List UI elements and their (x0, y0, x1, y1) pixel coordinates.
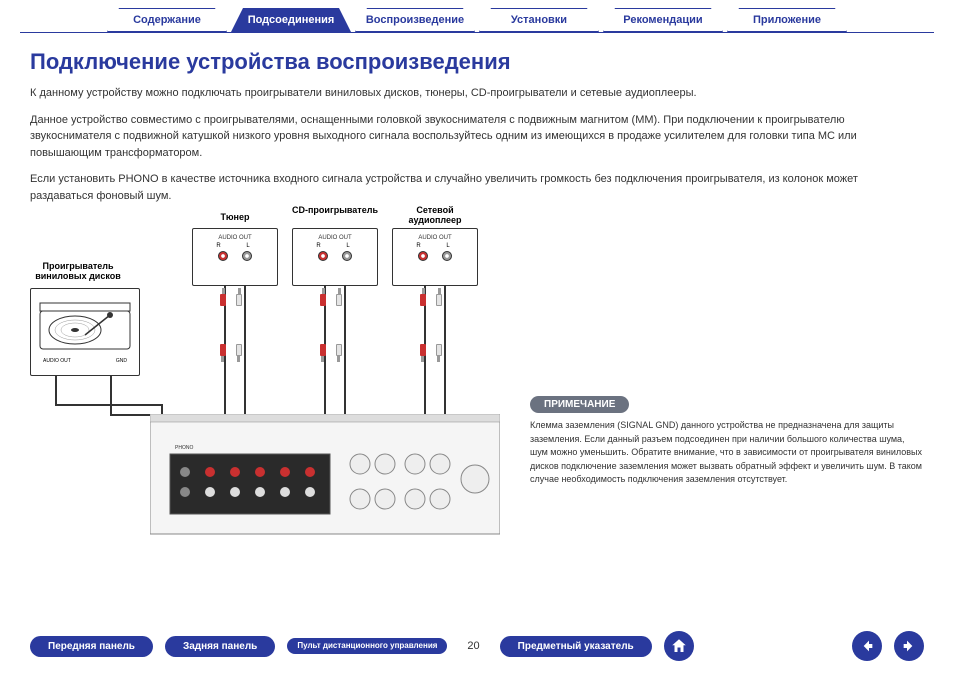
tab-playback[interactable]: Воспроизведение (355, 8, 475, 32)
rca-red-icon (318, 251, 328, 261)
page-number: 20 (467, 640, 479, 652)
turntable-icon (35, 293, 135, 353)
cable (110, 376, 112, 416)
audio-out-label: AUDIO OUT (193, 235, 277, 241)
note-column: ПРИМЕЧАНИЕ Клемма заземления (SIGNAL GND… (530, 214, 924, 554)
nav-remote[interactable]: Пульт дистанционного управления (287, 638, 447, 655)
rca-red-icon (218, 251, 228, 261)
home-button[interactable] (664, 631, 694, 661)
top-navigation: Содержание Подсоединения Воспроизведение… (0, 0, 954, 32)
home-icon (670, 637, 688, 655)
nav-rear-panel[interactable]: Задняя панель (165, 636, 275, 657)
device-box-tuner: AUDIO OUT R L (192, 228, 278, 286)
gnd-label: GND (116, 358, 127, 364)
nav-index[interactable]: Предметный указатель (500, 636, 652, 657)
tab-appendix[interactable]: Приложение (727, 8, 847, 32)
rca-plug-red (220, 288, 226, 306)
note-text: Клемма заземления (SIGNAL GND) данного у… (530, 419, 924, 487)
label-turntable: Проигрыватель виниловых дисков (33, 262, 123, 282)
rca-plug-red (320, 288, 326, 306)
nav-underline (20, 32, 934, 33)
cable (55, 376, 57, 406)
label-network: Сетевой аудиоплеер (390, 206, 480, 226)
tab-contents[interactable]: Содержание (107, 8, 227, 32)
intro-paragraph-1: К данному устройству можно подключать пр… (30, 85, 924, 102)
rca-plug-red (420, 288, 426, 306)
device-box-network: AUDIO OUT R L (392, 228, 478, 286)
bottom-navigation: Передняя панель Задняя панель Пульт дист… (0, 631, 954, 661)
rl-label: R L (301, 243, 377, 249)
rca-plug-red (320, 344, 326, 362)
note-badge: ПРИМЕЧАНИЕ (530, 396, 629, 413)
label-cd: CD-проигрыватель (290, 206, 380, 216)
rca-plug-red (420, 344, 426, 362)
tab-tips[interactable]: Рекомендации (603, 8, 723, 32)
next-button[interactable] (894, 631, 924, 661)
device-box-cd: AUDIO OUT R L (292, 228, 378, 286)
rca-plug-red (220, 344, 226, 362)
tab-settings[interactable]: Установки (479, 8, 599, 32)
rl-label: R L (401, 243, 477, 249)
arrow-right-icon (901, 638, 917, 654)
rl-label: R L (201, 243, 277, 249)
nav-front-panel[interactable]: Передняя панель (30, 636, 153, 657)
rca-white-icon (342, 251, 352, 261)
intro-paragraph-2: Данное устройство совместимо с проигрыва… (30, 112, 924, 162)
device-box-turntable: AUDIO OUT GND (30, 288, 140, 376)
rca-plug-white (436, 344, 442, 362)
page-title: Подключение устройства воспроизведения (30, 49, 924, 75)
tab-connections[interactable]: Подсоединения (231, 8, 351, 32)
amplifier-rear-panel: PHONO (150, 414, 500, 544)
connection-diagram: Тюнер CD-проигрыватель Сетевой аудиоплее… (30, 214, 510, 554)
audio-out-label: AUDIO OUT (393, 235, 477, 241)
rca-white-icon (442, 251, 452, 261)
label-tuner: Тюнер (190, 212, 280, 222)
rca-plug-white (336, 288, 342, 306)
rca-plug-white (236, 344, 242, 362)
audio-out-small: AUDIO OUT (43, 358, 71, 364)
rca-plug-white (236, 288, 242, 306)
intro-paragraph-3: Если установить PHONO в качестве источни… (30, 171, 924, 204)
svg-text:PHONO: PHONO (175, 445, 193, 451)
audio-out-label: AUDIO OUT (293, 235, 377, 241)
rca-plug-white (436, 288, 442, 306)
cable (55, 404, 163, 406)
rca-plug-white (336, 344, 342, 362)
rca-white-icon (242, 251, 252, 261)
rca-red-icon (418, 251, 428, 261)
prev-button[interactable] (852, 631, 882, 661)
arrow-left-icon (859, 638, 875, 654)
